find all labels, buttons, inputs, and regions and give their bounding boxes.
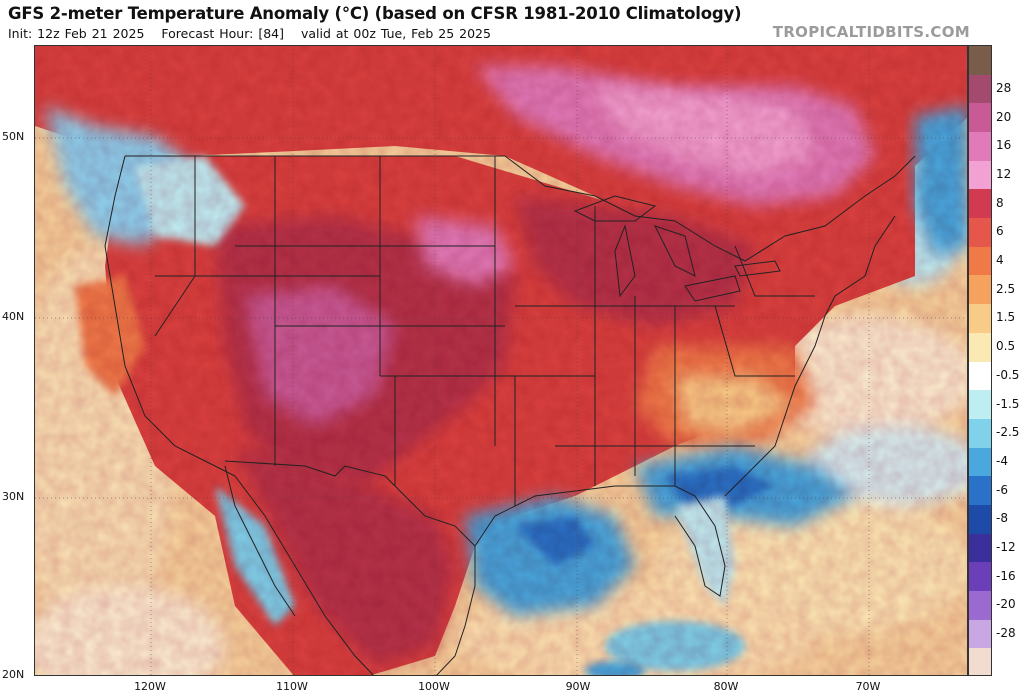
colorbar-tick-label: 2.5	[996, 281, 1016, 296]
colorbar-segment	[969, 103, 991, 133]
land-anomaly-fields	[35, 46, 967, 675]
colorbar-segment	[969, 476, 991, 506]
colorbar-segment	[969, 590, 991, 621]
colorbar-tick-label: -4	[996, 453, 1008, 468]
colorbar-segment	[969, 218, 991, 248]
colorbar-segment	[969, 504, 991, 535]
colorbar-tick-label: 0.5	[996, 339, 1016, 354]
political-borders	[104, 155, 916, 675]
colorbar-segment	[969, 304, 991, 334]
colorbar-tick-label: -8	[996, 511, 1008, 526]
colorbar-tick-label: -1.5	[996, 396, 1020, 411]
great-lakes	[573, 195, 781, 302]
init-time: Init: 12z Feb 21 2025	[8, 26, 145, 41]
map-subtitle: Init: 12z Feb 21 2025 Forecast Hour: [84…	[8, 26, 503, 41]
lon-label-120w: 120W	[134, 680, 166, 693]
colorbar-segment	[969, 132, 991, 162]
colorbar-tick-label: 6	[996, 224, 1004, 239]
colorbar-tick-label: 1.5	[996, 310, 1016, 325]
colorbar-segment	[969, 189, 991, 219]
colorbar-tick-label: -2.5	[996, 425, 1020, 440]
colorbar-tick-label: -0.5	[996, 367, 1020, 382]
colorbar-segment	[969, 275, 991, 305]
colorbar-segment	[969, 533, 991, 563]
lat-label-30n: 30N	[2, 490, 25, 503]
colorbar-tick-label: 12	[996, 167, 1012, 182]
colorbar-tick-label: -16	[996, 568, 1016, 583]
valid-time: valid at 00z Tue, Feb 25 2025	[300, 26, 491, 41]
lon-label-100w: 100W	[418, 680, 450, 693]
colorbar-segment	[969, 648, 991, 675]
colorbar-segment	[969, 418, 991, 449]
lon-label-70w: 70W	[855, 680, 881, 693]
colorbar-tick-label: 20	[996, 109, 1012, 124]
lat-label-50n: 50N	[2, 130, 25, 143]
colorbar-tick-label: 4	[996, 253, 1004, 268]
colorbar-tick-label: -20	[996, 597, 1016, 612]
lon-label-110w: 110W	[276, 680, 308, 693]
source-credit: TROPICALTIDBITS.COM	[772, 23, 970, 41]
colorbar	[968, 45, 992, 676]
lon-label-80w: 80W	[713, 680, 739, 693]
lon-label-90w: 90W	[565, 680, 591, 693]
lat-label-40n: 40N	[2, 310, 25, 323]
colorbar-segment	[969, 390, 991, 420]
colorbar-segment	[969, 246, 991, 276]
colorbar-tick-label: -6	[996, 482, 1008, 497]
forecast-hour: Forecast Hour: [84]	[161, 26, 284, 41]
colorbar-tick-label: 8	[996, 195, 1004, 210]
lat-label-20n: 20N	[2, 668, 25, 681]
colorbar-segment	[969, 361, 991, 391]
colorbar-tick-label: 16	[996, 138, 1012, 153]
colorbar-segment	[969, 160, 991, 190]
map-canvas	[35, 46, 967, 675]
colorbar-segment	[969, 74, 991, 104]
colorbar-segment	[969, 46, 991, 76]
anomaly-map	[34, 45, 968, 676]
map-title: GFS 2-meter Temperature Anomaly (°C) (ba…	[8, 4, 742, 23]
colorbar-tick-label: 28	[996, 81, 1012, 96]
colorbar-segment	[969, 332, 991, 362]
colorbar-segment	[969, 447, 991, 477]
colorbar-segment	[969, 562, 991, 592]
colorbar-tick-label: -12	[996, 539, 1016, 554]
colorbar-tick-label: -28	[996, 625, 1016, 640]
colorbar-segment	[969, 619, 991, 649]
